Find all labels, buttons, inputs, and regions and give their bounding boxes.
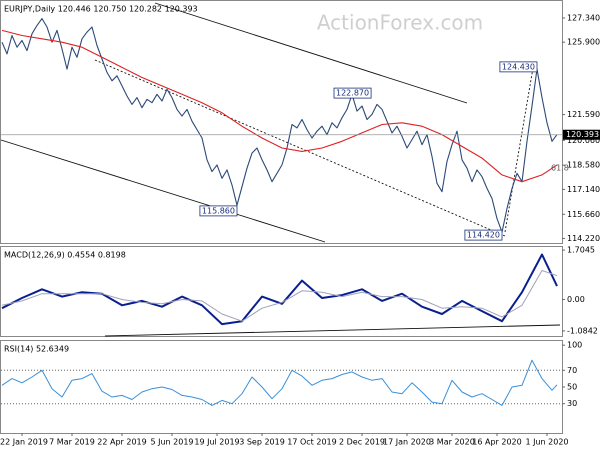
y-tick-label: 1.7045 <box>567 246 595 255</box>
annotation-box <box>333 87 372 99</box>
y-tick-label: 50 <box>567 383 577 392</box>
y-tick-label: 0.00 <box>567 295 585 304</box>
annotation-box <box>464 229 503 241</box>
x-tick-label: 3 Sep 2019 <box>239 438 285 447</box>
watermark: ActionForex.com <box>317 11 483 35</box>
x-tick-label: 3 Mar 2020 <box>429 438 475 447</box>
panel-title: RSI(14) 52.6349 <box>4 345 69 354</box>
x-tick-label: 17 Jan 2020 <box>383 438 431 447</box>
x-tick-label: 16 Apr 2020 <box>472 438 521 447</box>
price-panel <box>0 0 563 244</box>
annotation-box <box>499 61 538 73</box>
series-line <box>1 18 558 233</box>
x-tick-label: 19 Jul 2019 <box>194 438 239 447</box>
y-tick-label: 115.660 <box>567 210 600 219</box>
y-tick-label: 125.900 <box>567 38 600 47</box>
series-line <box>1 359 558 406</box>
y-tick-label: -1.0842 <box>567 326 598 335</box>
price-annotation: 114.420 <box>467 231 500 240</box>
x-tick-label: 22 Apr 2019 <box>97 438 146 447</box>
last-price-box <box>563 129 600 140</box>
y-tick-label: 117.140 <box>567 185 600 194</box>
y-tick-label: 100 <box>567 341 582 350</box>
panel-title: EURJPY,Daily 120.446 120.750 120.282 120… <box>4 5 198 14</box>
y-tick-label: 121.590 <box>567 110 600 119</box>
price-annotation: 124.430 <box>502 62 535 71</box>
x-tick-label: 22 Jan 2019 <box>0 438 48 447</box>
y-tick-label: 127.340 <box>567 13 600 22</box>
x-tick-label: 1 Jun 2020 <box>525 438 568 447</box>
macd-panel <box>0 246 563 337</box>
y-tick-label: 70 <box>567 366 577 375</box>
series-line <box>1 270 558 322</box>
y-tick-label: 120.060 <box>567 136 600 145</box>
x-tick-label: 17 Oct 2019 <box>287 438 336 447</box>
channel-upper <box>154 2 468 104</box>
x-tick-label: 7 Mar 2019 <box>49 438 95 447</box>
series-line <box>1 29 558 183</box>
annotation-box <box>199 205 238 217</box>
price-annotation: 122.870 <box>336 89 369 98</box>
x-tick-label: 2 Dec 2019 <box>339 438 385 447</box>
panel-title: MACD(12,26,9) 0.4554 0.8198 <box>4 251 126 260</box>
fib-label: 61.8 <box>551 164 569 173</box>
price-annotation: 115.860 <box>202 206 235 215</box>
last-price-label: 120.393 <box>566 130 599 139</box>
macd-trendline <box>104 324 561 337</box>
y-tick-label: 118.580 <box>567 161 600 170</box>
y-tick-label: 114.220 <box>567 234 600 243</box>
y-tick-label: 30 <box>567 399 577 408</box>
channel-lower <box>0 139 326 243</box>
x-tick-label: 5 Jun 2019 <box>150 438 193 447</box>
